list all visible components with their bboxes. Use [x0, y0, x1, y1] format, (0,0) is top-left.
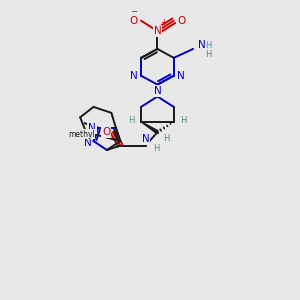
Text: H: H — [180, 116, 187, 125]
Text: N: N — [198, 40, 206, 50]
Text: N: N — [154, 86, 161, 96]
Text: N: N — [177, 71, 185, 81]
Text: N: N — [84, 138, 92, 148]
Text: H: H — [153, 144, 159, 153]
Text: N: N — [88, 123, 96, 133]
Text: N: N — [154, 26, 161, 36]
Text: N: N — [142, 134, 149, 144]
Text: O: O — [102, 127, 110, 137]
Text: −: − — [130, 7, 137, 16]
Text: O: O — [177, 16, 185, 26]
Text: N: N — [130, 71, 137, 81]
Text: H: H — [205, 50, 211, 59]
Text: H: H — [205, 41, 211, 50]
Text: H: H — [128, 116, 134, 125]
Text: O: O — [130, 16, 138, 26]
Text: H: H — [163, 134, 169, 142]
Polygon shape — [141, 122, 158, 134]
Text: +: + — [160, 18, 167, 27]
Text: methyl: methyl — [68, 130, 95, 139]
